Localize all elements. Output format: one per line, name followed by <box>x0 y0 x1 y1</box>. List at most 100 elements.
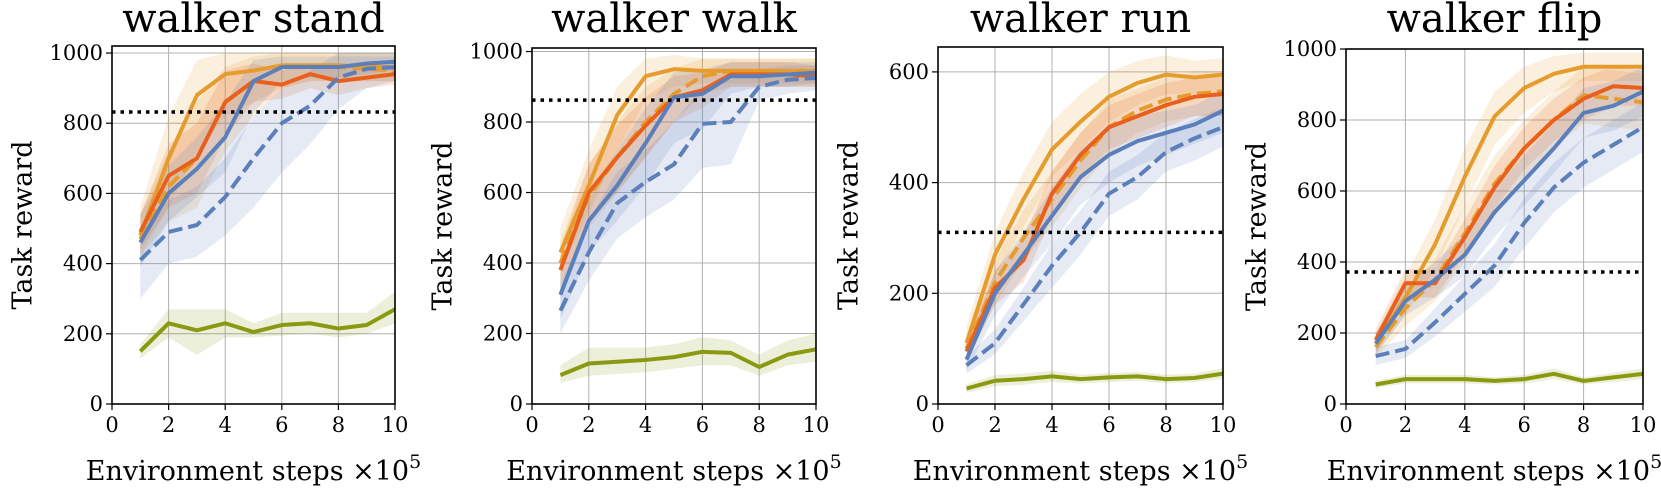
y-tick-label: 600 <box>889 60 929 84</box>
y-tick-label: 0 <box>510 392 523 416</box>
x-tick-label: 0 <box>931 413 944 437</box>
x-tick-label: 6 <box>275 413 288 437</box>
band-light-orange-solid <box>966 55 1223 355</box>
series-line-blue-solid <box>558 70 816 296</box>
chart-title: walker flip <box>1387 0 1603 42</box>
y-tick-label: 400 <box>1297 250 1337 274</box>
panel-walker-stand: 0 2 4 6 8 10 0 200 400 600 800 1000 walker stand Envi… <box>8 0 422 487</box>
y-tick-label: 1000 <box>1284 37 1337 61</box>
y-tick-label: 200 <box>1297 321 1337 345</box>
panel-walker-run: 0 2 4 6 8 10 0 200 400 600 walker run Environment s… <box>834 0 1249 487</box>
series-line-olive-solid <box>965 371 1223 391</box>
y-tick-label: 800 <box>483 110 523 134</box>
y-tick-label: 1000 <box>470 40 523 64</box>
x-tick-label: 0 <box>525 413 538 437</box>
y-axis-label: Task reward <box>1242 142 1273 311</box>
series-line-blue-dashed <box>965 125 1223 367</box>
band-olive-solid <box>560 333 816 383</box>
band-light-orange-solid <box>1375 52 1643 355</box>
x-tick-label: 4 <box>1045 413 1058 437</box>
y-axis-label: Task reward <box>8 140 39 309</box>
band-dark-orange-solid <box>966 74 1223 363</box>
x-tick-label: 8 <box>1577 413 1590 437</box>
x-tick-label: 4 <box>219 413 232 437</box>
y-tick-label: 200 <box>63 322 103 346</box>
y-tick-label: 400 <box>889 171 929 195</box>
x-tick-label: 10 <box>1210 413 1237 437</box>
y-tick-label: 0 <box>916 392 929 416</box>
band-olive-solid <box>140 291 395 359</box>
band-blue-solid <box>1375 66 1643 355</box>
x-tick-label: 4 <box>639 413 652 437</box>
series-line-blue-dashed <box>138 65 395 262</box>
axes-frame <box>111 45 396 405</box>
x-tick-label: 6 <box>696 413 709 437</box>
x-tick-label: 8 <box>753 413 766 437</box>
chart-title: walker stand <box>122 0 384 42</box>
x-tick-label: 2 <box>162 413 175 437</box>
x-tick-label: 10 <box>803 413 830 437</box>
x-axis-label: Environment steps ×105 <box>913 451 1248 487</box>
x-axis-label: Environment steps ×105 <box>506 451 841 487</box>
series-line-olive-solid <box>138 307 395 353</box>
x-tick-label: 0 <box>105 413 118 437</box>
band-olive-solid <box>966 368 1223 393</box>
y-tick-label: 600 <box>483 181 523 205</box>
plot-area <box>112 53 395 359</box>
series-line-light-orange-solid <box>1374 64 1643 345</box>
y-tick-label: 800 <box>1297 108 1337 132</box>
y-tick-label: 200 <box>483 322 523 346</box>
series-line-blue-solid <box>964 108 1223 361</box>
band-light-orange-dashed <box>560 58 816 285</box>
series-line-light-orange-solid <box>964 72 1223 344</box>
band-dark-orange-solid <box>560 62 816 292</box>
band-dark-orange-solid <box>1375 66 1643 351</box>
axes-frame <box>1345 48 1644 405</box>
series-line-blue-solid <box>138 59 395 244</box>
x-tick-label: 2 <box>1399 413 1412 437</box>
panel-walker-walk: 0 2 4 6 8 10 0 200 400 600 800 1000 walker walk Envir… <box>428 0 842 487</box>
x-tick-label: 10 <box>1630 413 1657 437</box>
y-tick-label: 600 <box>63 181 103 205</box>
axes-frame <box>531 47 817 405</box>
series-line-blue-dashed <box>1375 125 1643 359</box>
y-axis-label: Task reward <box>834 141 865 310</box>
x-axis-label: Environment steps ×105 <box>86 451 421 487</box>
x-tick-label: 6 <box>1518 413 1531 437</box>
chart-title: walker run <box>970 0 1191 42</box>
x-tick-label: 8 <box>332 413 345 437</box>
band-light-orange-dashed <box>1375 66 1643 358</box>
series-line-olive-solid <box>559 347 816 377</box>
x-tick-label: 10 <box>382 413 409 437</box>
plot-area <box>1346 52 1643 389</box>
y-tick-label: 600 <box>1297 179 1337 203</box>
y-tick-label: 200 <box>889 281 929 305</box>
plot-area <box>532 55 816 383</box>
panel-walker-flip: 0 2 4 6 8 10 0 200 400 600 800 1000 walker flip Envir… <box>1242 0 1661 487</box>
band-light-orange-solid <box>560 55 816 271</box>
x-axis-label: Environment steps ×105 <box>1327 451 1661 487</box>
series-line-light-orange-dashed <box>558 68 816 264</box>
y-tick-label: 400 <box>63 252 103 276</box>
band-light-orange-dashed <box>966 71 1223 360</box>
x-tick-label: 6 <box>1102 413 1115 437</box>
band-light-orange-solid <box>140 53 395 257</box>
y-tick-label: 0 <box>90 392 103 416</box>
band-blue-solid <box>966 91 1223 371</box>
x-tick-label: 8 <box>1159 413 1172 437</box>
y-tick-label: 800 <box>63 111 103 135</box>
y-tick-label: 400 <box>483 251 523 275</box>
series-line-dark-orange-solid <box>138 72 395 233</box>
series-line-blue-dashed <box>558 75 816 312</box>
plot-area <box>938 55 1223 393</box>
y-tick-label: 0 <box>1324 392 1337 416</box>
band-blue-dashed <box>966 107 1223 374</box>
y-axis-label: Task reward <box>428 141 459 310</box>
chart-title: walker walk <box>551 0 798 42</box>
x-tick-label: 4 <box>1458 413 1471 437</box>
band-light-orange-dashed <box>140 53 395 257</box>
x-tick-label: 2 <box>988 413 1001 437</box>
x-tick-label: 2 <box>582 413 595 437</box>
series-line-blue-solid <box>1374 89 1643 345</box>
